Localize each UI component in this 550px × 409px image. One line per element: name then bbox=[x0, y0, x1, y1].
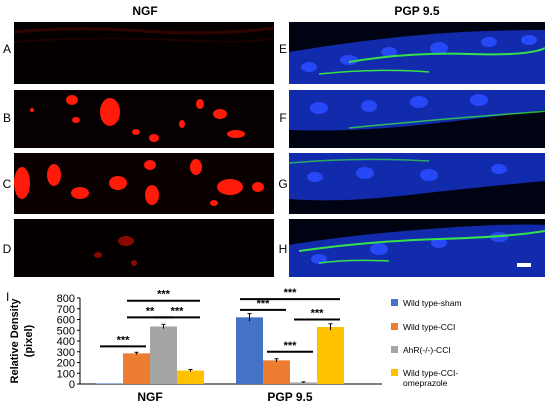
legend-swatch bbox=[391, 346, 398, 353]
significance-label: ** bbox=[146, 305, 155, 317]
y-axis-title: Relative Density bbox=[9, 298, 21, 384]
pgp-column-title: PGP 9.5 bbox=[394, 4, 440, 18]
y-axis-title: (pixel) bbox=[23, 324, 35, 357]
panel-letter-g: G bbox=[278, 177, 288, 191]
bar bbox=[150, 326, 177, 384]
bar bbox=[290, 382, 317, 384]
panel-letter-e: E bbox=[278, 42, 287, 56]
panel-letter-d: D bbox=[2, 242, 12, 256]
panel-letter-c: C bbox=[2, 177, 12, 191]
micrograph-panel-h bbox=[289, 219, 545, 277]
x-tick-label: PGP 9.5 bbox=[267, 390, 312, 404]
micrograph-panel-g bbox=[289, 153, 545, 214]
micrograph-panel-b bbox=[14, 90, 274, 148]
y-tick-label: 400 bbox=[57, 336, 75, 348]
ngf-column-title: NGF bbox=[132, 4, 158, 18]
y-tick-label: 0 bbox=[69, 379, 75, 391]
chart-panel-label: I bbox=[6, 290, 10, 304]
significance-label: *** bbox=[117, 334, 131, 346]
y-tick-label: 100 bbox=[57, 368, 75, 380]
micrograph-panel-e bbox=[289, 22, 545, 84]
bar bbox=[177, 370, 204, 384]
micrograph-panel-c bbox=[14, 153, 274, 214]
bar bbox=[123, 353, 150, 384]
significance-label: *** bbox=[257, 298, 271, 310]
legend-label: Wild type-sham bbox=[403, 298, 462, 308]
significance-label: *** bbox=[284, 287, 298, 299]
y-tick-label: 200 bbox=[57, 358, 75, 370]
micrograph-panel-a bbox=[14, 22, 274, 84]
significance-label: *** bbox=[157, 289, 171, 301]
significance-label: *** bbox=[171, 305, 185, 317]
significance-label: *** bbox=[284, 340, 298, 352]
panel-letter-f: F bbox=[279, 111, 287, 125]
significance-label: *** bbox=[311, 308, 325, 320]
micrograph-panel-f bbox=[289, 90, 545, 148]
y-tick-label: 600 bbox=[57, 315, 75, 327]
panel-letter-h: H bbox=[278, 242, 288, 256]
x-tick-label: NGF bbox=[137, 390, 162, 404]
chart-legend: Wild type-sham Wild type-CCI AhR(-/-)-CCI W… bbox=[391, 298, 541, 388]
legend-swatch bbox=[391, 299, 398, 306]
legend-swatch bbox=[391, 369, 398, 376]
y-tick-label: 500 bbox=[57, 325, 75, 337]
legend-swatch bbox=[391, 323, 398, 330]
legend-label: Wild type-CCI-omeprazole bbox=[403, 368, 459, 388]
y-tick-label: 300 bbox=[57, 347, 75, 359]
micrograph-panel-d bbox=[14, 219, 274, 277]
y-tick-label: 700 bbox=[57, 304, 75, 316]
bar bbox=[96, 383, 123, 384]
panel-letter-b: B bbox=[2, 111, 11, 125]
bar bbox=[236, 317, 263, 384]
legend-label: AhR(-/-)-CCI bbox=[403, 345, 451, 355]
panel-letter-a: A bbox=[2, 42, 11, 56]
legend-label: Wild type-CCI bbox=[403, 322, 456, 332]
y-tick-label: 800 bbox=[57, 293, 75, 305]
bar bbox=[263, 360, 290, 384]
bar bbox=[317, 327, 344, 384]
